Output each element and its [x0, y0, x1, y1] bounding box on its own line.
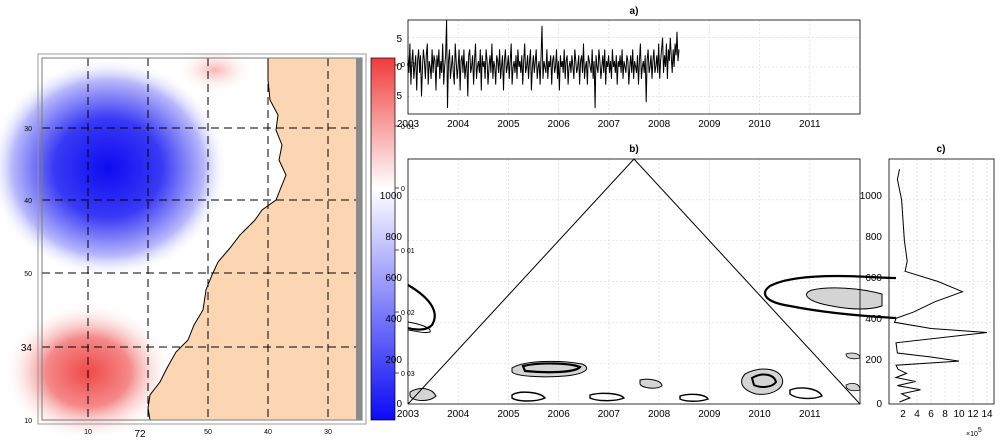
panel-c-spectrum-line	[893, 169, 988, 403]
panel-b-contours	[407, 274, 897, 402]
map-x-tick: 50	[204, 429, 212, 436]
panel-a-x-ticks: 2003 2004 2005 2006 2007 2008 2009 2010 2011	[397, 119, 821, 130]
panel-a-x-tick: 2007	[598, 119, 621, 130]
panel-b-y-tick: 0	[396, 399, 402, 410]
map-y-tick: 40	[24, 198, 32, 205]
positive-anomaly-north	[175, 46, 255, 94]
panel-b-y-tick: 1000	[380, 191, 403, 202]
colorbar-tick: 0	[401, 186, 405, 193]
panel-b-x-tick: 2007	[598, 409, 621, 420]
map-side-bar	[356, 58, 362, 420]
panel-a-x-tick: 2006	[548, 119, 571, 130]
panel-a-x-tick: 2011	[799, 119, 821, 130]
panel-b-y-tick: 800	[385, 232, 402, 243]
panel-b-x-tick: 2005	[497, 409, 520, 420]
panel-b-x-tick: 2011	[799, 409, 821, 420]
panel-a-y-tick: 5	[396, 91, 402, 102]
panel-b: b) 2003 2004 2005 2006 2007 2008 2009 2010 2011 …	[380, 144, 897, 420]
panel-b-title: b)	[629, 144, 638, 155]
panel-c-x-ticks: 2 4 6 8 10 12 14	[900, 409, 993, 420]
panel-c-grid	[889, 159, 994, 404]
panel-c-title: c)	[937, 144, 946, 155]
panel-b-y-tick: 200	[385, 355, 402, 366]
map-panel: 30 40 50 34 10 10 72 50 40 30	[0, 46, 367, 442]
panel-c-exponent-base: ×10	[966, 431, 978, 438]
coastline	[147, 57, 287, 421]
panel-b-x-tick: 2010	[748, 409, 771, 420]
panel-c-y-tick: 1000	[860, 191, 883, 202]
panel-a: a) 2003 2004 2005 2006 2007 2008 2009 2010 2011 …	[396, 6, 861, 130]
map-y-tick: 50	[24, 271, 32, 278]
land-area	[148, 58, 362, 420]
colorbar-gradient	[370, 57, 396, 421]
map-y-tick: 34	[21, 343, 33, 354]
panel-b-y-tick: 600	[385, 273, 402, 284]
panel-a-x-tick: 2004	[447, 119, 470, 130]
panel-b-x-tick: 2009	[698, 409, 721, 420]
panel-c-x-tick: 12	[967, 409, 979, 420]
panel-a-x-tick: 2010	[748, 119, 771, 130]
panel-a-x-tick: 2009	[698, 119, 721, 130]
panel-c-y-tick: 0	[876, 399, 882, 410]
panel-c-x-tick: 2	[900, 409, 906, 420]
panel-b-x-tick: 2003	[397, 409, 420, 420]
panel-c-y-tick: 800	[865, 232, 882, 243]
map-x-tick: 40	[264, 429, 272, 436]
map-outer-frame	[37, 53, 367, 425]
panel-b-x-ticks: 2003 2004 2005 2006 2007 2008 2009 2010 2011	[397, 409, 821, 420]
map-x-tick: 72	[134, 429, 146, 440]
panel-a-title: a)	[630, 6, 639, 17]
panel-c-x-tick: 6	[928, 409, 934, 420]
panel-c-x-tick: 14	[981, 409, 993, 420]
panel-a-series-line	[407, 19, 680, 109]
map-x-tick: 10	[84, 429, 92, 436]
panel-c-y-tick: 600	[865, 273, 882, 284]
panel-a-y-tick: 5	[396, 34, 402, 45]
panel-c-y-tick: 200	[865, 355, 882, 366]
panel-a-x-tick: 2005	[497, 119, 520, 130]
panel-c-x-tick: 8	[942, 409, 948, 420]
panel-c-x-tick: 4	[914, 409, 920, 420]
map-y-tick: 10	[24, 418, 32, 425]
panel-b-y-tick: 400	[385, 314, 402, 325]
map-x-tick: 30	[324, 429, 332, 436]
panel-c: c) 2 4 6 8 10 12 14 1000 800 600 400 200 0 ×10…	[860, 144, 995, 438]
panel-b-frame	[407, 158, 861, 405]
panel-c-y-tick: 400	[865, 314, 882, 325]
panel-a-frame	[407, 19, 861, 115]
map-graticule	[42, 58, 362, 420]
panel-b-grid	[407, 159, 860, 404]
panel-a-x-tick: 2003	[397, 119, 420, 130]
colorbar-tick: 0 01	[401, 124, 415, 131]
panel-c-exponent-power: 5	[978, 427, 982, 434]
panel-b-x-tick: 2008	[648, 409, 671, 420]
panel-c-frame	[888, 158, 995, 405]
panel-c-exponent-label: ×105	[966, 427, 982, 438]
map-y-tick: 30	[24, 126, 32, 133]
panel-b-x-tick: 2004	[447, 409, 470, 420]
panel-a-x-tick: 2008	[648, 119, 671, 130]
panel-a-y-tick: 0	[396, 62, 402, 73]
panel-b-x-tick: 2006	[548, 409, 571, 420]
negative-anomaly	[0, 58, 228, 278]
panel-c-x-tick: 10	[953, 409, 965, 420]
